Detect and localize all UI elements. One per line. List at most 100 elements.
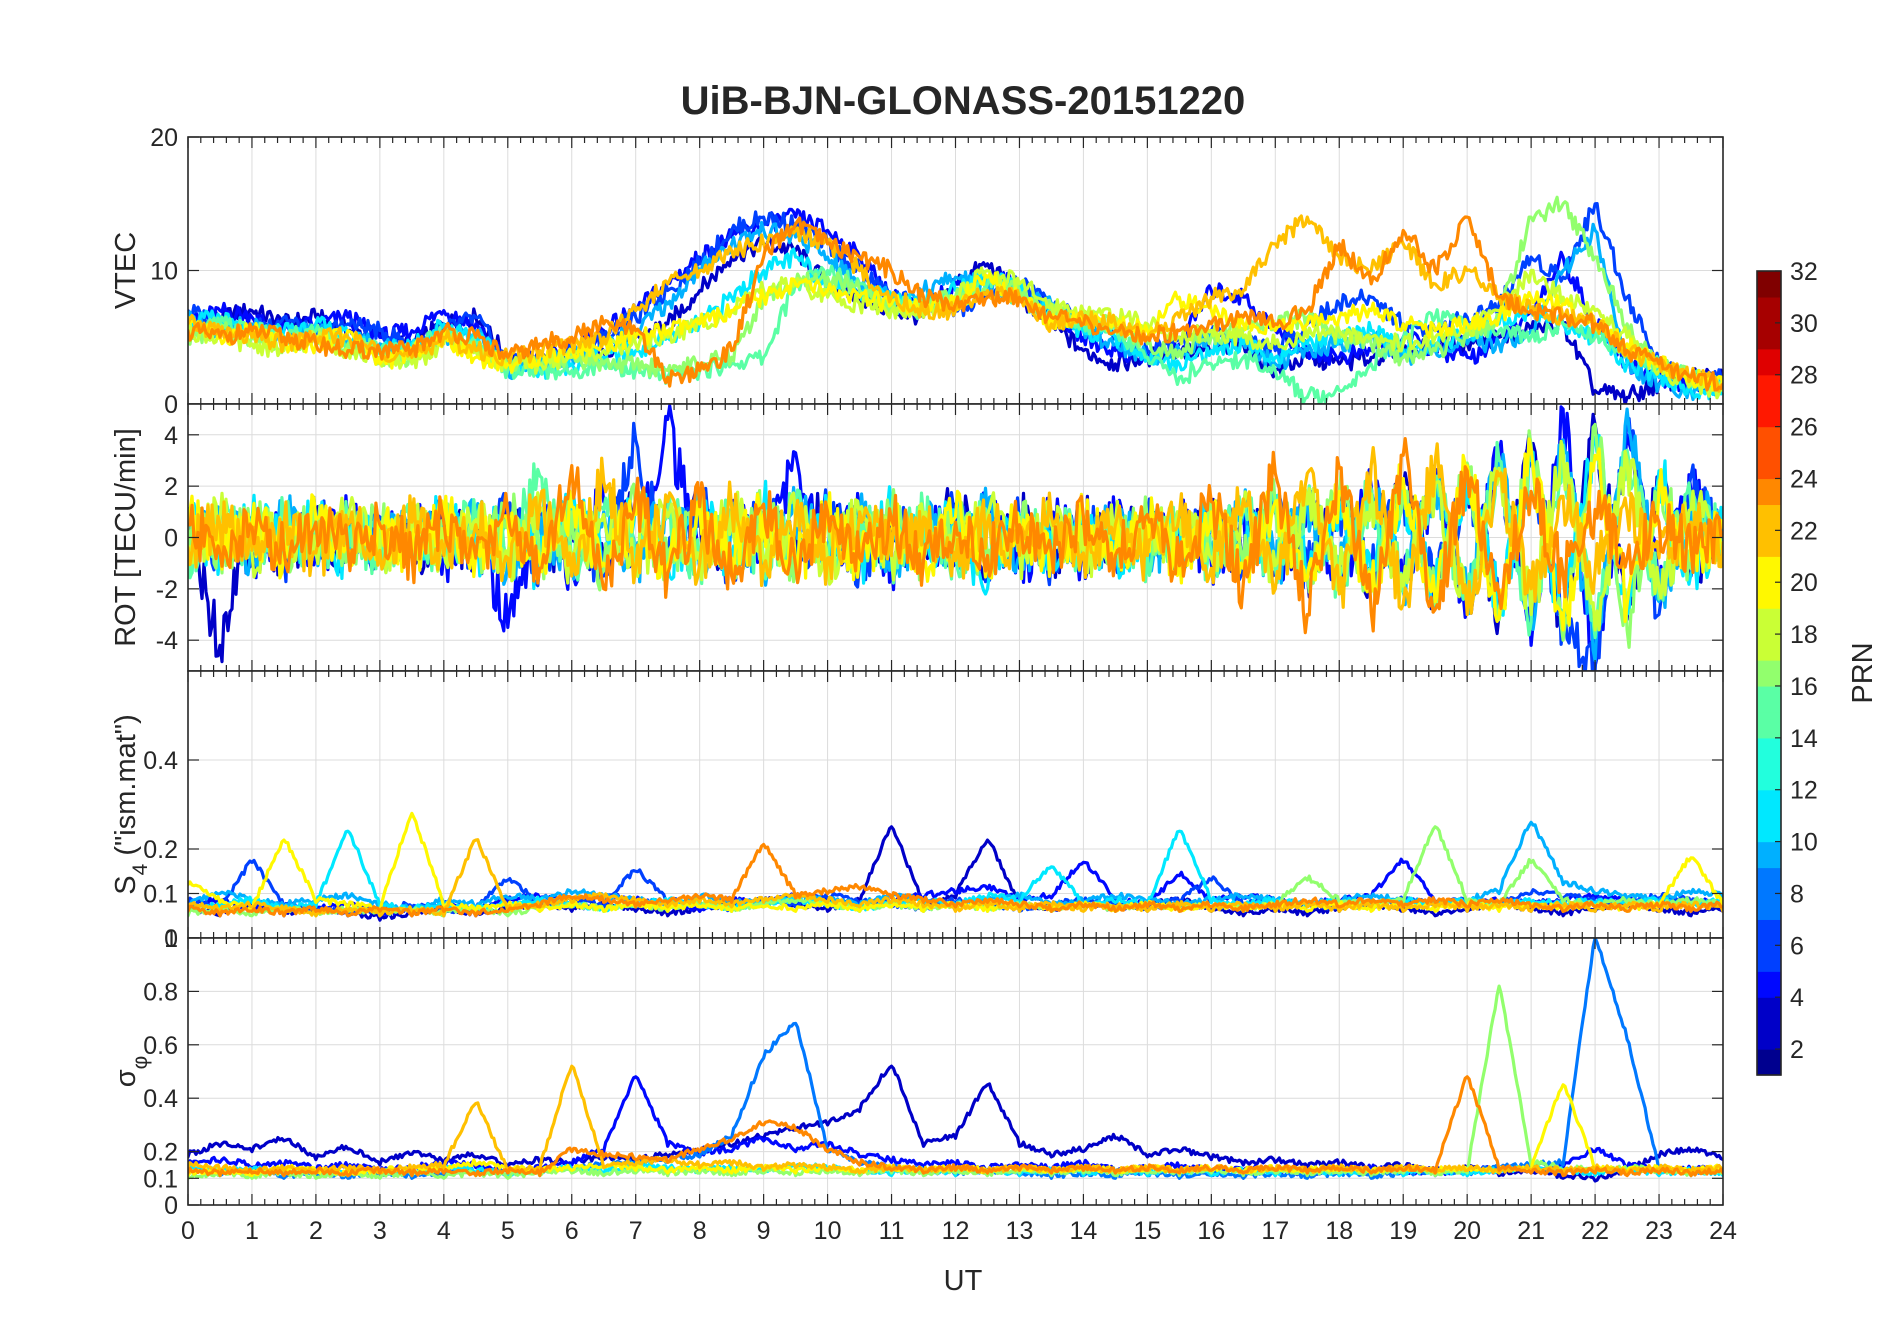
y-tick-label: 20 (150, 124, 178, 152)
colorbar-box (1756, 270, 1782, 1076)
colorbar-segment (1757, 711, 1781, 739)
y-tick-label: 0.2 (143, 836, 178, 864)
y-tick-label: 2 (164, 473, 178, 501)
colorbar-tick-label: 16 (1790, 673, 1818, 701)
colorbar-segment (1757, 556, 1781, 583)
series-line-prn-22 (188, 838, 1723, 918)
x-tick-label: 9 (757, 1217, 771, 1245)
y-tick-label: 0.1 (143, 1165, 178, 1193)
series-line-prn-24 (188, 1075, 1723, 1178)
y-axis-label: σφ (110, 1056, 152, 1088)
traces (188, 404, 1723, 671)
y-axis-label: ROT [TECU/min] (110, 428, 142, 647)
panel-s4: 0 0.1 0.2 0.4S4 ("ism.mat") (110, 670, 1724, 953)
y-tick-label: -4 (156, 627, 178, 655)
x-tick-label: 14 (1070, 1217, 1098, 1245)
colorbar-segment (1757, 271, 1781, 298)
colorbar-tick-label: 30 (1790, 310, 1818, 338)
colorbar-segment (1757, 867, 1781, 895)
series-line-prn-22 (188, 214, 1723, 393)
colorbar-segment (1757, 374, 1781, 402)
y-tick-label: 0.2 (143, 1139, 178, 1167)
ticks (187, 404, 1724, 671)
colorbar-segment (1757, 893, 1781, 920)
y-tick-label: 0.8 (143, 978, 178, 1006)
series-line-prn-22 (188, 442, 1723, 617)
colorbar-tick-label: 14 (1790, 725, 1818, 753)
colorbar-segment (1757, 971, 1781, 998)
x-tick-label: 13 (1006, 1217, 1034, 1245)
colorbar-segment (1757, 582, 1781, 609)
y-tick-label: 0.1 (143, 881, 178, 909)
x-tick-label: 21 (1517, 1217, 1545, 1245)
x-tick-label: 19 (1389, 1217, 1417, 1245)
x-tick-label: 18 (1325, 1217, 1353, 1245)
y-axis-label: S4 ("ism.mat") (110, 714, 152, 895)
colorbar-segment (1757, 348, 1781, 376)
x-tick-label: 22 (1581, 1217, 1609, 1245)
colorbar-tick-label: 26 (1790, 414, 1818, 442)
y-tick-label: 0 (164, 525, 178, 553)
x-tick-label: 0 (181, 1217, 195, 1245)
colorbar-tick-label: 2 (1790, 1036, 1804, 1064)
y-tick-label: 1 (164, 925, 178, 953)
ticks (187, 937, 1724, 1206)
traces (188, 195, 1723, 404)
colorbar-tick-label: 22 (1790, 517, 1818, 545)
y-axis-label: VTEC (110, 232, 142, 309)
series-line-prn-4 (188, 207, 1723, 393)
colorbar-tick-label: 12 (1790, 777, 1818, 805)
colorbar-segment (1757, 919, 1781, 946)
y-tick-label: 0 (164, 391, 178, 419)
colorbar-segment (1757, 1049, 1781, 1076)
colorbar-segment (1757, 296, 1781, 324)
series-line-prn-16 (188, 984, 1723, 1180)
y-tick-label: 0.6 (143, 1032, 178, 1060)
panel-rot: -4 -2 0 2 4 ROT [TECU/min] (110, 403, 1724, 672)
colorbar-segment (1757, 763, 1781, 791)
x-tick-label: 1 (245, 1217, 259, 1245)
x-tick-label: 5 (501, 1217, 515, 1245)
panel-vtec: 0 10 20 VTEC (110, 124, 1724, 419)
ticks (187, 136, 1724, 405)
x-tick-label: 6 (565, 1217, 579, 1245)
colorbar-tick-label: 32 (1790, 258, 1818, 286)
colorbar-segment (1757, 945, 1781, 972)
series-line-prn-24 (188, 215, 1723, 392)
colorbar-segment (1757, 815, 1781, 843)
colorbar-tick-label: 18 (1790, 621, 1818, 649)
x-axis-label: UT (944, 1265, 983, 1297)
x-tick-label: 11 (879, 1217, 905, 1245)
x-tick-label: 3 (373, 1217, 387, 1245)
panel-sigma_phi: 00.10.20.40.60.810 1 2 3 4 5 6 7 8 9 10 11 12 13 14 15 1… (110, 925, 1737, 1245)
traces (188, 811, 1723, 922)
colorbar-segment (1757, 997, 1781, 1024)
colorbar-tick-label: 28 (1790, 362, 1818, 390)
y-tick-label: 4 (164, 422, 178, 450)
colorbar-tick-label: 6 (1790, 932, 1804, 960)
traces (188, 938, 1723, 1183)
x-tick-label: 10 (814, 1217, 842, 1245)
colorbar-tick-label: 8 (1790, 880, 1804, 908)
colorbar-segment (1757, 685, 1781, 713)
colorbar-tick-label: 4 (1790, 984, 1804, 1012)
colorbar-segment (1757, 426, 1781, 454)
colorbar-segment (1757, 660, 1781, 687)
x-tick-label: 17 (1261, 1217, 1289, 1245)
colorbar-segment (1757, 634, 1781, 661)
colorbar-segment (1757, 504, 1781, 531)
colorbar-segment (1757, 841, 1781, 869)
colorbar-segment (1757, 789, 1781, 817)
y-tick-label: 0.4 (143, 747, 178, 775)
y-tick-label: 0 (164, 1192, 178, 1220)
colorbar-tick-label: 20 (1790, 569, 1818, 597)
x-tick-label: 7 (629, 1217, 643, 1245)
x-tick-label: 4 (437, 1217, 451, 1245)
colorbar-label: PRN (1847, 642, 1879, 703)
colorbar-segment (1757, 452, 1781, 480)
x-tick-label: 16 (1197, 1217, 1225, 1245)
x-tick-label: 2 (309, 1217, 323, 1245)
x-tick-label: 8 (693, 1217, 707, 1245)
